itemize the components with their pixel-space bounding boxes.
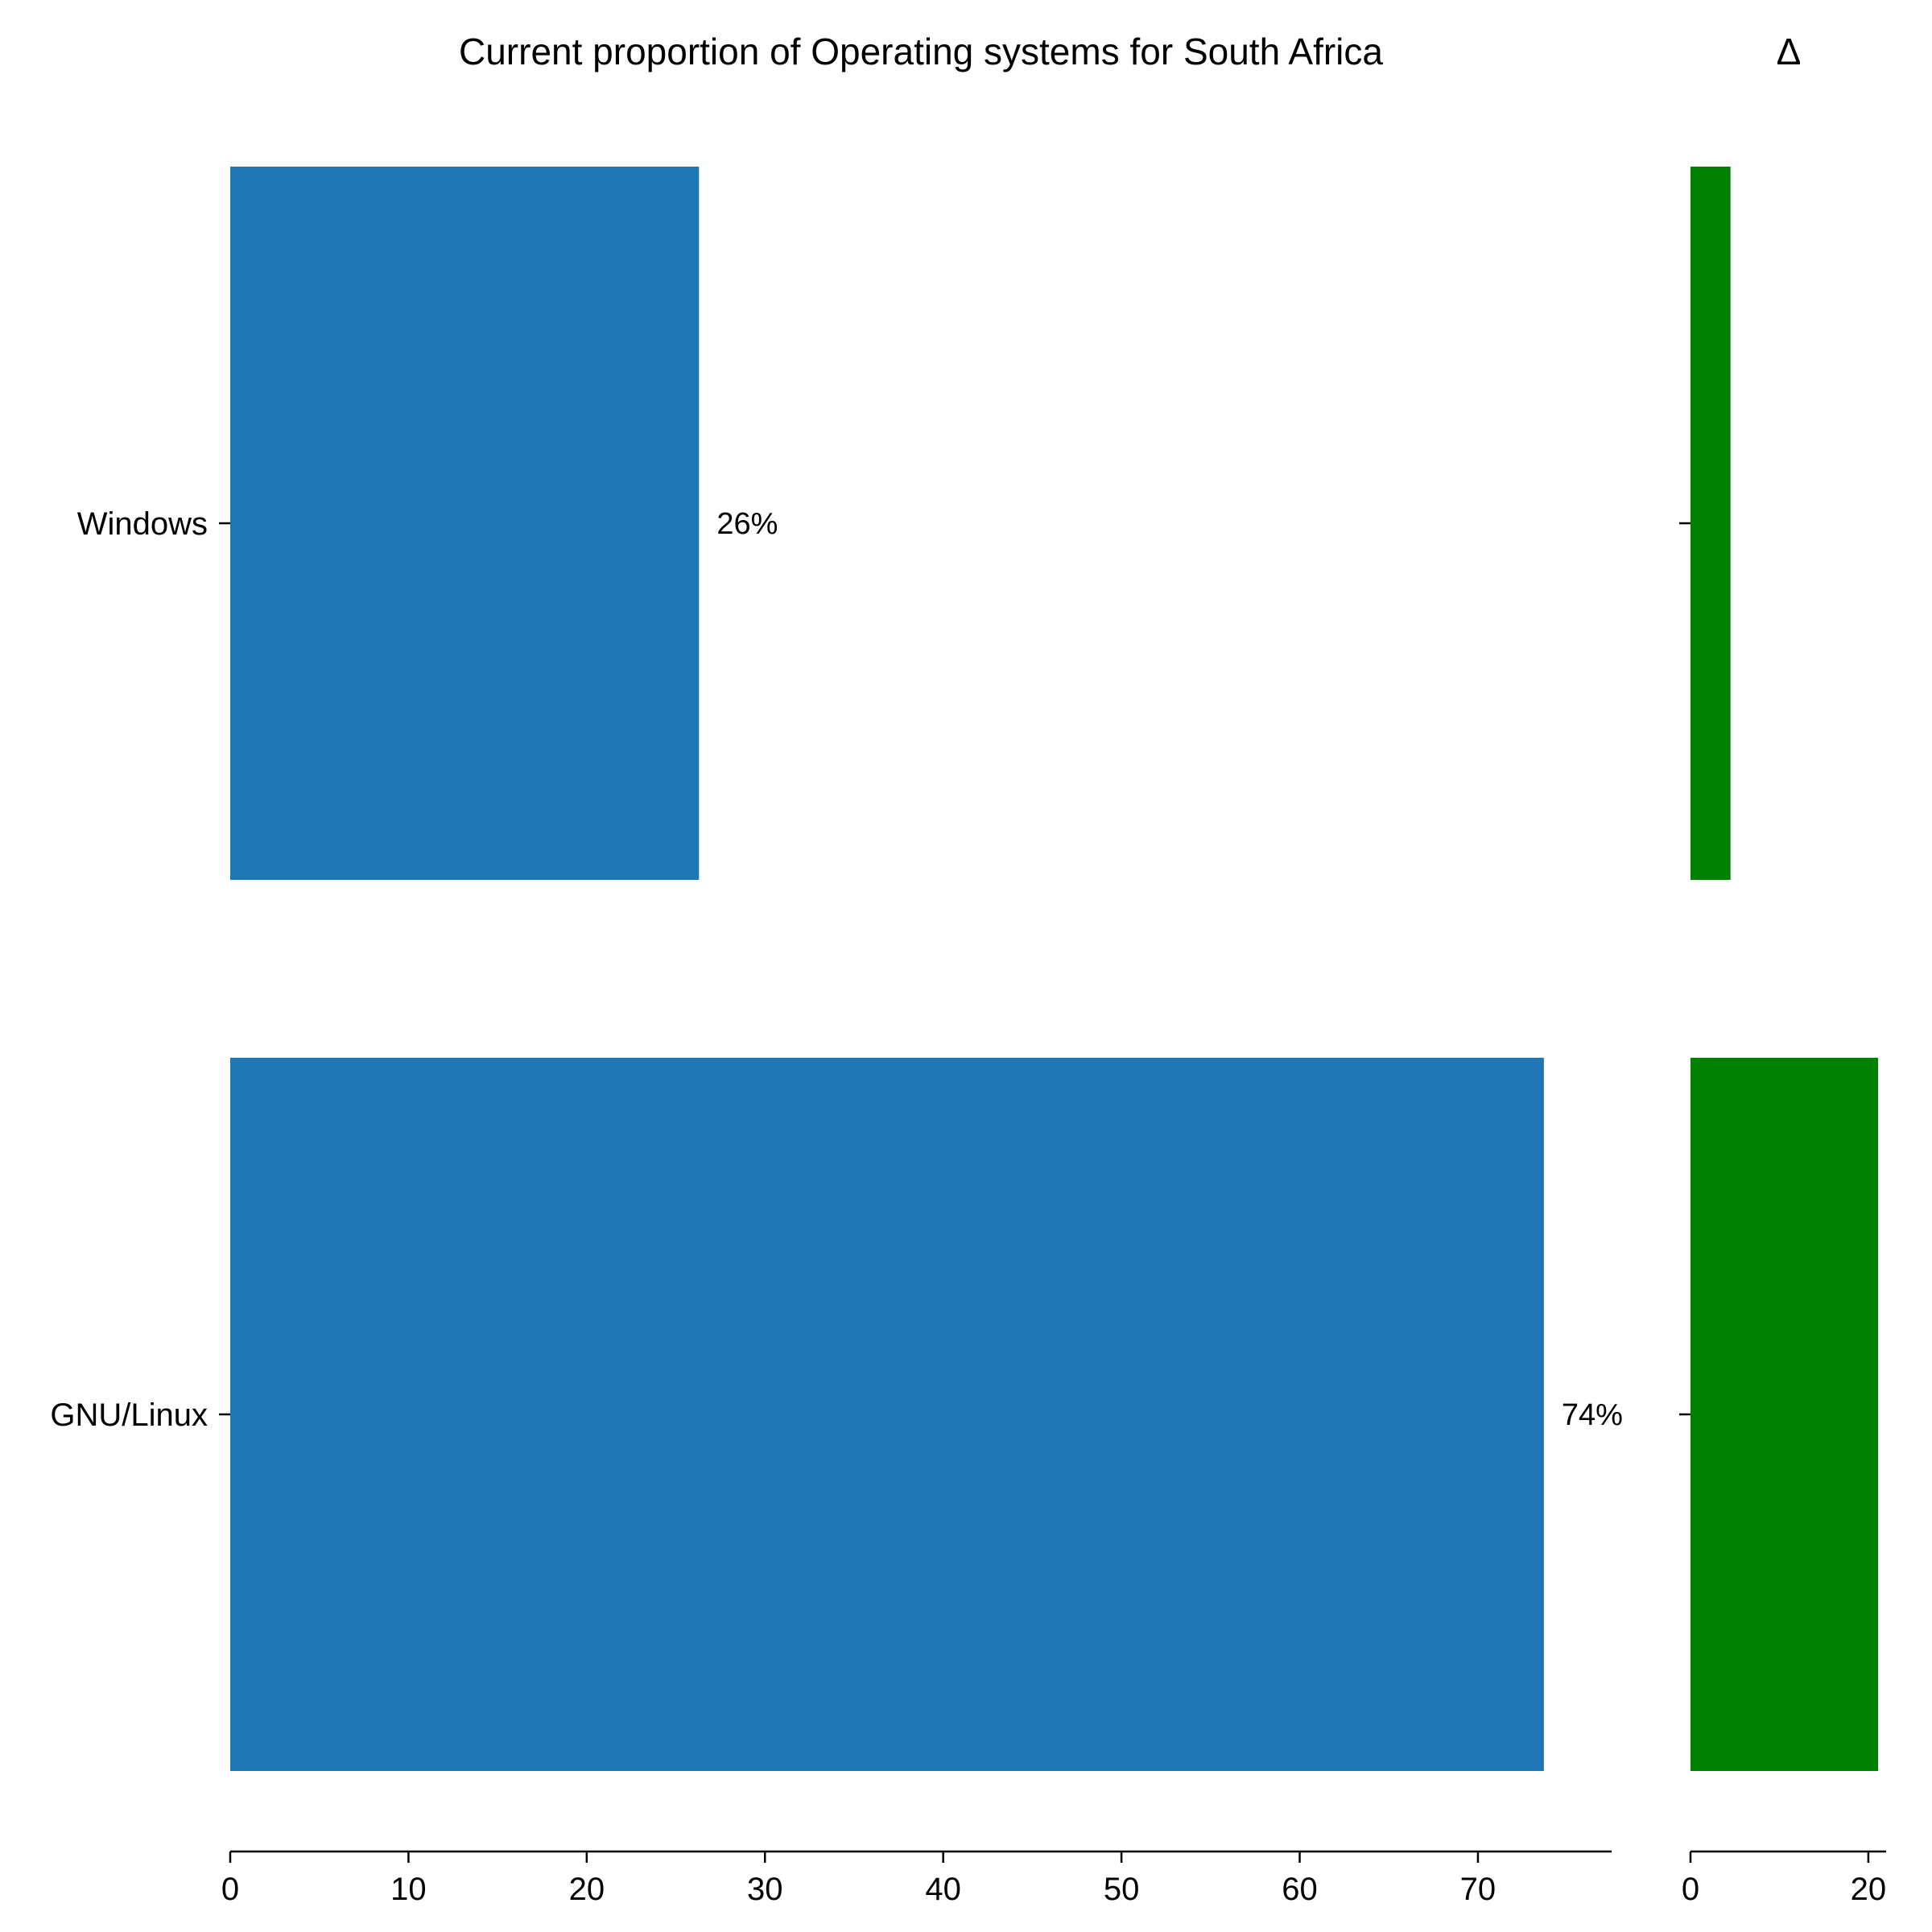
- main-bar: [230, 1058, 1544, 1771]
- x-tick-label: 30: [747, 1872, 783, 1907]
- x-tick-label: 0: [221, 1872, 239, 1907]
- main-bar: [230, 167, 700, 880]
- x-tick-label: 10: [390, 1872, 427, 1907]
- x-tick-label: 40: [925, 1872, 961, 1907]
- delta-bar: [1690, 1058, 1879, 1771]
- x-tick-label: 20: [569, 1872, 605, 1907]
- data-label: 26%: [716, 507, 778, 541]
- x-tick-label: 50: [1104, 1872, 1140, 1907]
- x-tick-label: 60: [1282, 1872, 1318, 1907]
- main-bar-panel: Windows 26% GNU/Linux 74% 0 10 20 30 40 50 60 70: [50, 167, 1623, 1907]
- category-label: Windows: [77, 506, 208, 542]
- x-tick-label: 70: [1460, 1872, 1496, 1907]
- main-chart-title: Current proportion of Operating systems …: [459, 31, 1383, 72]
- x-tick-label: 20: [1851, 1872, 1887, 1907]
- category-label: GNU/Linux: [50, 1397, 208, 1433]
- x-tick-label: 0: [1682, 1872, 1699, 1907]
- delta-bar: [1690, 167, 1731, 880]
- data-label: 74%: [1562, 1398, 1623, 1432]
- delta-bar-panel: 0 20: [1679, 167, 1886, 1907]
- delta-chart-title: Δ: [1777, 31, 1802, 72]
